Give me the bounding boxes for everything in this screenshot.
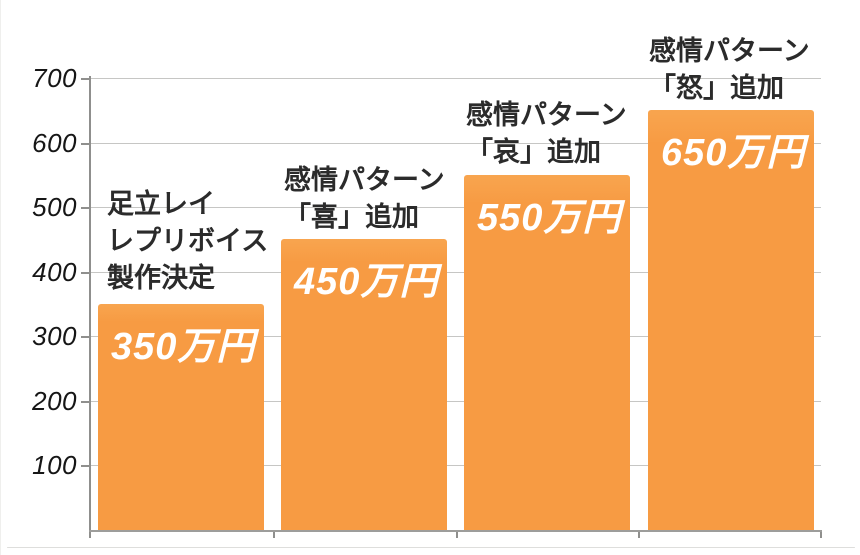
gridline-700 bbox=[90, 78, 821, 79]
y-axis-label: 700 bbox=[32, 63, 77, 93]
bar-3: 550万円 bbox=[464, 174, 630, 530]
x-axis-tick bbox=[638, 532, 640, 538]
y-axis-tick bbox=[81, 401, 90, 403]
annotation-line: 製作決定 bbox=[107, 263, 215, 293]
image-bottom-edge bbox=[7, 547, 855, 548]
bar-value-label: 450万円 bbox=[294, 261, 439, 304]
x-axis-tick bbox=[820, 532, 822, 538]
y-axis-tick bbox=[81, 465, 90, 467]
annotation-line: 感情パターン bbox=[649, 36, 810, 66]
x-axis-line bbox=[89, 530, 822, 532]
annotation-line: 足立レイ bbox=[107, 189, 215, 219]
bar-4: 650万円 bbox=[648, 110, 814, 530]
gridline-100 bbox=[90, 465, 821, 466]
y-axis-label: 600 bbox=[32, 128, 77, 158]
annotation-line: 感情パターン bbox=[284, 165, 445, 195]
bar-2: 450万円 bbox=[281, 239, 447, 530]
y-axis-label: 500 bbox=[32, 192, 77, 222]
y-axis-label: 100 bbox=[32, 450, 77, 480]
y-axis-tick bbox=[81, 143, 90, 145]
bar-annotation-2: 感情パターン 「喜」追加 bbox=[284, 162, 445, 236]
x-axis-tick bbox=[89, 532, 91, 538]
annotation-line: レプリボイス bbox=[107, 226, 269, 256]
bar-value-label: 650万円 bbox=[661, 132, 806, 175]
y-axis-label: 400 bbox=[32, 257, 77, 287]
gridline-200 bbox=[90, 401, 821, 402]
y-axis-line bbox=[89, 76, 91, 532]
bar-1: 350万円 bbox=[98, 304, 264, 530]
y-axis-tick bbox=[81, 78, 90, 80]
bar-annotation-1: 足立レイ レプリボイス 製作決定 bbox=[107, 186, 268, 297]
x-axis-tick bbox=[273, 532, 275, 538]
gridline-400 bbox=[90, 272, 821, 273]
y-axis-tick bbox=[81, 336, 90, 338]
bar-value-label: 350万円 bbox=[111, 326, 256, 368]
bar-annotation-4: 感情パターン 「怒」追加 bbox=[649, 33, 810, 107]
y-axis-label: 200 bbox=[32, 386, 77, 416]
gridline-600 bbox=[90, 143, 821, 144]
annotation-line: 「怒」追加 bbox=[649, 73, 784, 103]
annotation-line: 「哀」追加 bbox=[466, 137, 601, 167]
bar-value-label: 550万円 bbox=[477, 196, 622, 239]
y-axis-tick bbox=[81, 272, 90, 274]
gridline-500 bbox=[90, 207, 821, 208]
y-axis-label: 300 bbox=[32, 321, 77, 351]
x-axis-tick bbox=[456, 532, 458, 538]
annotation-line: 「喜」追加 bbox=[284, 202, 419, 232]
annotation-line: 感情パターン bbox=[466, 100, 627, 130]
bar-annotation-3: 感情パターン 「哀」追加 bbox=[466, 97, 627, 171]
y-axis-tick bbox=[81, 207, 90, 209]
gridline-300 bbox=[90, 336, 821, 337]
